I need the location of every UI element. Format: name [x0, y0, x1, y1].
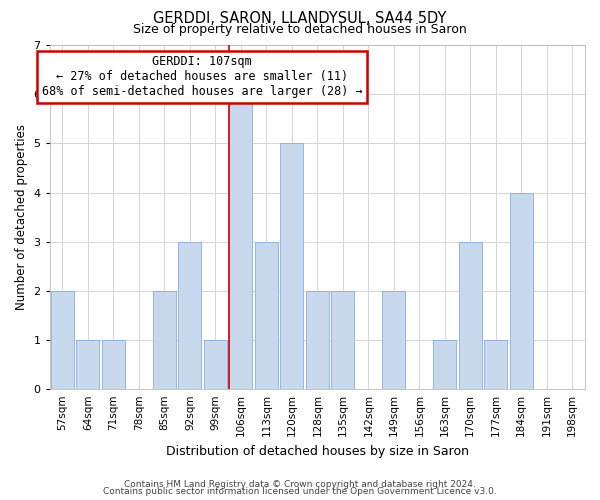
Bar [204, 340, 227, 389]
Bar [76, 340, 100, 389]
Bar [280, 144, 304, 389]
Text: GERDDI: 107sqm
← 27% of detached houses are smaller (11)
68% of semi-detached ho: GERDDI: 107sqm ← 27% of detached houses … [42, 56, 362, 98]
Text: Size of property relative to detached houses in Saron: Size of property relative to detached ho… [133, 22, 467, 36]
Bar [153, 291, 176, 389]
Bar [484, 340, 507, 389]
Bar [459, 242, 482, 389]
Bar [255, 242, 278, 389]
Bar [102, 340, 125, 389]
Bar [178, 242, 202, 389]
Text: Contains public sector information licensed under the Open Government Licence v3: Contains public sector information licen… [103, 487, 497, 496]
Bar [331, 291, 355, 389]
Text: Contains HM Land Registry data © Crown copyright and database right 2024.: Contains HM Land Registry data © Crown c… [124, 480, 476, 489]
Bar [510, 192, 533, 389]
Text: GERDDI, SARON, LLANDYSUL, SA44 5DY: GERDDI, SARON, LLANDYSUL, SA44 5DY [154, 11, 446, 26]
Bar [229, 94, 253, 389]
X-axis label: Distribution of detached houses by size in Saron: Distribution of detached houses by size … [166, 444, 469, 458]
Bar [51, 291, 74, 389]
Bar [433, 340, 456, 389]
Bar [382, 291, 405, 389]
Y-axis label: Number of detached properties: Number of detached properties [15, 124, 28, 310]
Bar [306, 291, 329, 389]
